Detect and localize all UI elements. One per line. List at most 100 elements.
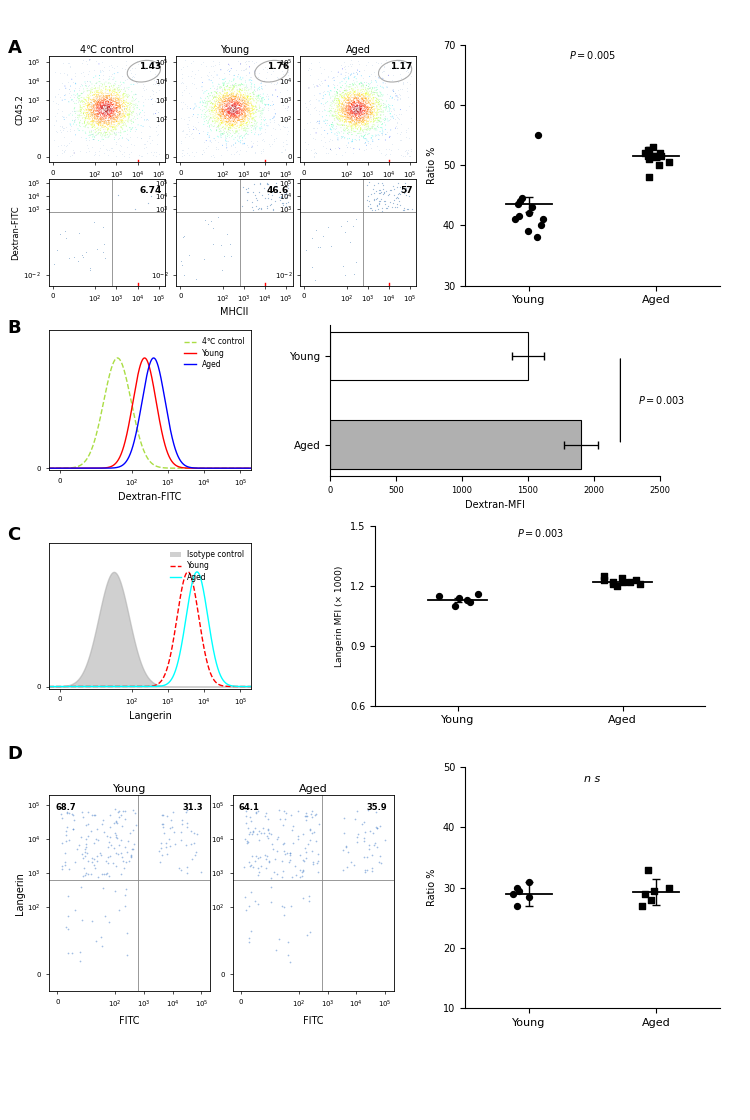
Point [68,92,80,110]
Point [82,95,94,113]
Point [231,85,243,103]
Point [145,87,157,105]
Point [237,115,249,133]
Point [229,96,241,114]
Point [339,81,351,99]
Point [225,110,237,128]
Point [119,82,131,100]
Point [116,95,128,113]
Point [353,96,365,114]
Point [215,95,227,113]
Point [227,112,239,130]
Point [340,104,352,122]
Point [340,93,352,111]
Point [108,100,120,118]
Point [99,88,111,106]
Point [147,82,159,100]
Point [338,108,350,125]
Point [363,99,375,116]
Point [342,96,354,114]
Point [346,102,358,120]
Point [239,108,251,125]
Point [182,84,194,102]
Point [72,106,84,124]
Point [189,846,201,864]
Point [356,76,368,94]
Point [254,102,266,120]
Point [100,113,112,131]
Point [236,97,248,115]
Point [71,88,83,106]
Point [204,92,216,110]
Point [329,125,341,143]
Point [364,106,376,124]
Point [344,92,356,110]
Point [277,143,289,161]
Point [87,112,99,130]
Point [237,108,249,125]
Point [261,176,273,194]
Point [114,77,126,95]
Point [129,85,141,103]
Point [98,96,110,114]
Point [217,90,229,108]
Point [93,94,105,112]
Point [344,101,355,119]
Point [224,106,236,124]
Text: $\it{P=0.005}$: $\it{P=0.005}$ [569,49,616,62]
Point [332,87,344,105]
Point [107,109,119,127]
Point [94,123,106,141]
Point [113,105,125,123]
Point [114,115,126,133]
Point [218,106,230,124]
Point [394,101,406,119]
Point [257,142,269,160]
Point [127,88,139,106]
Point [130,815,142,833]
Point [373,86,385,104]
Point [112,78,125,96]
Point [365,104,377,122]
Point [182,114,194,132]
Point [124,105,136,123]
Point [209,87,221,105]
Point [105,118,117,136]
Point [100,123,112,141]
Point [366,99,378,116]
Point [350,105,362,123]
Point [271,842,283,860]
Point [98,90,109,108]
Point [352,94,364,112]
Point [96,77,108,95]
Point [350,116,361,134]
Point [334,111,346,129]
Point [87,96,99,114]
Point [118,106,130,124]
Point [176,811,188,829]
Point [236,94,248,112]
Point [223,119,235,137]
Point [88,92,100,110]
Point [103,93,115,111]
Point [227,80,239,97]
Point [326,97,338,115]
Point [243,96,255,114]
Point [365,106,377,124]
Point [264,111,276,129]
Point [366,78,378,96]
Point [242,102,254,120]
Point [370,183,382,200]
Point [91,105,103,123]
Point [96,85,108,103]
Point [112,94,124,112]
Point [260,859,272,877]
Point [222,112,234,130]
Point [229,93,241,111]
Point [102,102,114,120]
Point [94,91,106,109]
Point [76,110,88,128]
Point [103,141,115,159]
Point [94,94,106,112]
Point [375,184,387,202]
